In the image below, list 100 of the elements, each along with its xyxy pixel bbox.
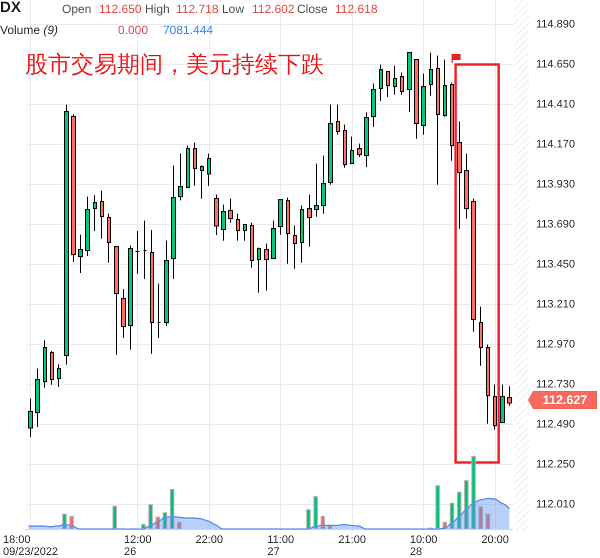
annotation: 112.718 (176, 2, 219, 16)
candlestick (278, 199, 283, 236)
candlestick (479, 306, 483, 366)
y-tick-label: 112.250 (536, 458, 575, 470)
x-tick-label: 10:00 28 (410, 534, 438, 558)
annotation: 0.000 (118, 23, 148, 37)
candlestick (400, 72, 404, 96)
candlestick (350, 136, 354, 164)
candlestick (271, 220, 276, 260)
candlestick (100, 190, 104, 240)
candlestick (128, 245, 133, 350)
y-tick-label: 113.690 (536, 218, 575, 230)
candlestick (436, 55, 440, 186)
bar (177, 522, 182, 529)
y-tick-label: 113.210 (536, 298, 575, 310)
candlestick (207, 153, 211, 186)
annotation: 112.650 (99, 2, 142, 16)
y-tick-label: 112.490 (536, 418, 575, 430)
candlestick (78, 234, 83, 274)
bar (313, 496, 318, 529)
candlestick (336, 104, 340, 136)
candlestick (421, 73, 426, 136)
bar (486, 514, 490, 529)
candlestick (429, 52, 433, 96)
bar (306, 509, 311, 529)
candlestick (386, 71, 390, 98)
candlestick (486, 344, 490, 424)
candlestick (493, 384, 497, 430)
candlestick (307, 194, 312, 248)
candlestick (357, 143, 362, 158)
candlestick (85, 196, 90, 256)
candlestick (264, 243, 269, 292)
annotation: 股市交易期间，美元持续下跌 (25, 51, 324, 77)
x-tick-label: 11:00 27 (267, 534, 294, 558)
annotation: Close (297, 2, 328, 16)
candlestick (35, 368, 40, 428)
candlestick (143, 220, 147, 280)
candlestick (500, 384, 505, 424)
candlestick (286, 197, 290, 264)
candlestick (407, 52, 412, 112)
annotation: 7081.444 (163, 23, 214, 37)
candlestick (214, 194, 219, 236)
candlestick (150, 230, 154, 354)
candlestick (121, 288, 126, 338)
candlestick (135, 230, 140, 274)
candlestick (314, 163, 319, 218)
chart-title: DX (0, 0, 21, 16)
candlestick (221, 204, 226, 242)
y-tick-label: 113.450 (536, 258, 575, 270)
candlestick (28, 398, 33, 438)
annotation: Open (62, 2, 92, 16)
candlestick (443, 59, 447, 118)
y-tick-label: 113.930 (536, 178, 575, 190)
candlestick (228, 198, 233, 224)
y-tick-label: 114.890 (536, 18, 575, 30)
bar (112, 506, 117, 529)
annotation: Volume (9) (0, 23, 58, 37)
candlestick (457, 121, 462, 230)
y-tick-label: 114.650 (536, 58, 575, 70)
candlestick (71, 114, 76, 262)
candlestick (257, 247, 261, 294)
candlestick (464, 153, 469, 220)
candlestick (243, 224, 247, 242)
bar (471, 456, 476, 529)
bar (464, 480, 469, 529)
candlestick (379, 64, 383, 102)
bar (456, 492, 462, 529)
annotation: 112.602 (252, 2, 295, 16)
y-tick-label: 112.970 (536, 338, 575, 350)
x-tick-label: 12:00 26 (124, 534, 152, 558)
candlestick (186, 145, 190, 188)
x-tick-label: 18:00 09/23/2022 (2, 534, 58, 558)
annotation: 112.618 (335, 2, 378, 16)
candlestick (293, 225, 297, 270)
bar (170, 488, 174, 529)
x-tick-label: 21:00 (338, 534, 366, 546)
candlestick (57, 364, 61, 388)
candlestick (393, 65, 397, 96)
bar (435, 485, 440, 529)
y-tick-label: 112.010 (536, 498, 575, 510)
candlestick (43, 340, 47, 388)
candlestick (236, 213, 240, 242)
candlestick (114, 246, 119, 356)
candlestick (450, 82, 454, 162)
bar (450, 502, 454, 529)
y-tick-label: 114.170 (536, 138, 575, 150)
x-tick-label: 22:00 (195, 534, 223, 546)
bar (478, 506, 483, 529)
candlestick (507, 386, 512, 406)
candlestick (171, 165, 176, 280)
candlestick (371, 83, 376, 128)
candlestick (64, 104, 69, 366)
candlestick (107, 213, 111, 264)
x-tick-label: 20:00 (481, 534, 509, 546)
annotation: High (145, 2, 170, 16)
candlestick (471, 198, 476, 332)
bar (162, 512, 168, 529)
annotation: Low (222, 2, 244, 16)
candlestick (178, 153, 183, 201)
candlestick (364, 112, 369, 168)
